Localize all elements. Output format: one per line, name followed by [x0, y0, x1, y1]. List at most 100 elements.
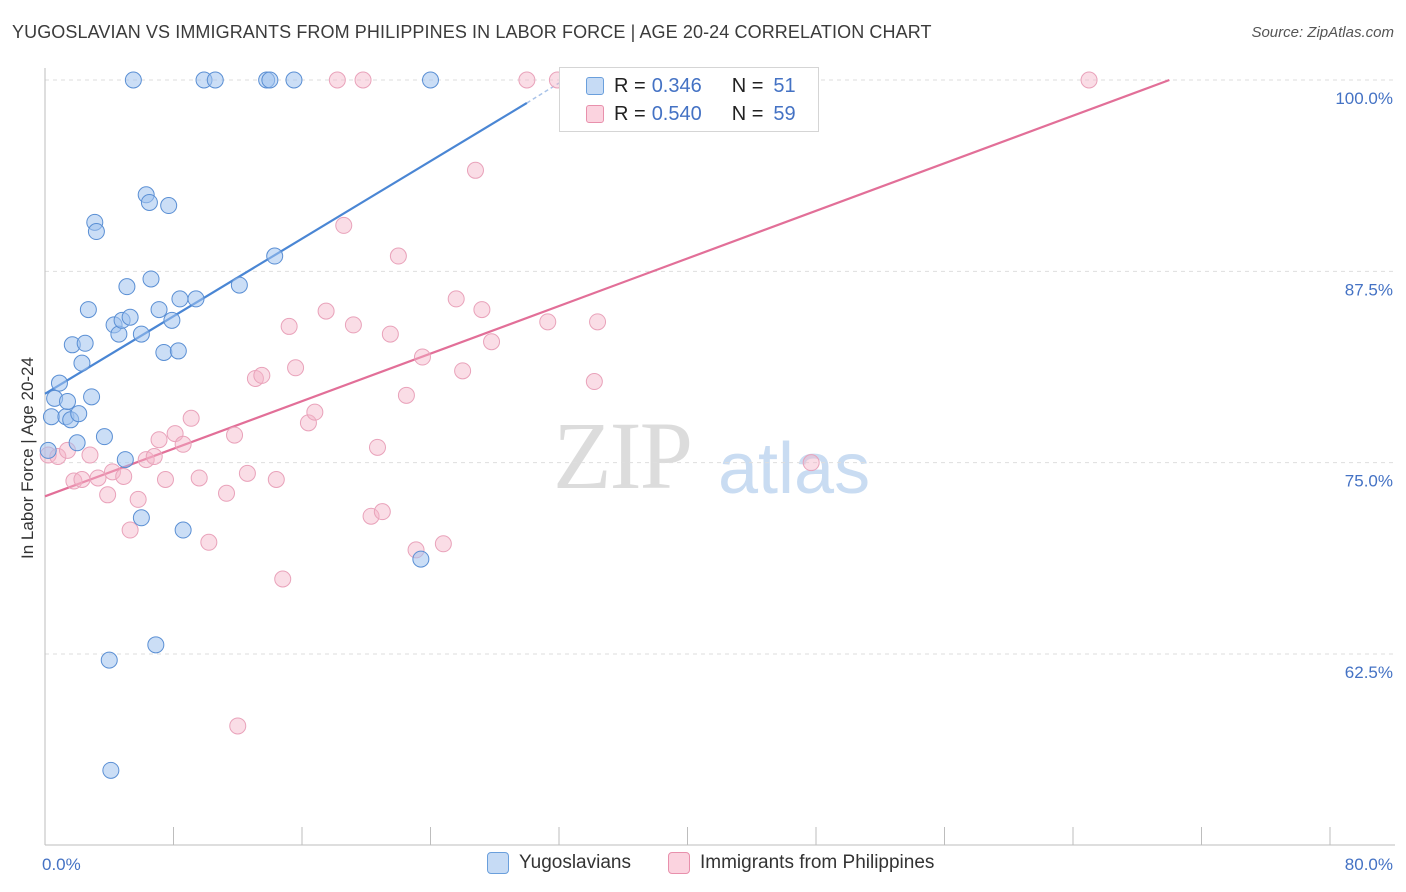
y-tick-label: 75.0%: [1345, 472, 1393, 491]
x-tick-label: 80.0%: [1345, 855, 1393, 874]
x-tick-label: 0.0%: [42, 855, 81, 874]
point-philippines: [253, 366, 271, 384]
tick-labels: 62.5% 75.0% 87.5% 100.0% 0.0% 80.0%: [42, 89, 1393, 874]
point-philippines: [182, 409, 200, 427]
point-philippines: [483, 333, 501, 351]
point-philippines: [73, 471, 91, 489]
legend-r-label: R =: [614, 74, 646, 97]
legend-row-yugoslavians: R = 0.346 N = 51: [586, 74, 796, 98]
watermark-zip: ZIP: [553, 402, 693, 509]
point-philippines: [81, 446, 99, 464]
point-philippines: [454, 362, 472, 380]
point-yugoslavians: [140, 193, 158, 211]
point-yugoslavians: [132, 509, 150, 527]
point-yugoslavians: [50, 374, 68, 392]
point-philippines: [190, 469, 208, 487]
point-philippines: [200, 533, 218, 551]
point-yugoslavians: [102, 761, 120, 779]
point-philippines: [115, 467, 133, 485]
legend-n-value: 59: [773, 102, 796, 125]
point-philippines: [344, 316, 362, 334]
point-philippines: [229, 717, 247, 735]
legend-n-label: N =: [731, 102, 764, 125]
point-philippines: [287, 359, 305, 377]
legend-swatch-yugoslavians: [586, 77, 604, 95]
point-yugoslavians: [171, 290, 189, 308]
chart-title: YUGOSLAVIAN VS IMMIGRANTS FROM PHILIPPIN…: [12, 22, 932, 42]
point-philippines: [267, 471, 285, 489]
point-philippines: [238, 464, 256, 482]
point-philippines: [274, 570, 292, 588]
data-points: [39, 71, 1098, 779]
point-philippines: [362, 507, 380, 525]
trend-lines: [44, 78, 1170, 498]
point-yugoslavians: [169, 342, 187, 360]
point-yugoslavians: [83, 388, 101, 406]
point-yugoslavians: [73, 354, 91, 372]
point-philippines: [389, 247, 407, 265]
point-yugoslavians: [118, 278, 136, 296]
point-yugoslavians: [39, 441, 57, 459]
point-yugoslavians: [116, 451, 134, 469]
point-philippines: [466, 161, 484, 179]
legend-r-label: R =: [614, 102, 646, 125]
point-philippines: [299, 414, 317, 432]
point-philippines: [280, 317, 298, 335]
point-yugoslavians: [110, 325, 128, 343]
point-yugoslavians: [412, 550, 430, 568]
trend-line-philippines: [44, 78, 1170, 498]
legend-n-value: 51: [773, 74, 796, 97]
point-philippines: [226, 426, 244, 444]
point-yugoslavians: [261, 71, 279, 89]
legend-r-value: 0.540: [651, 102, 702, 125]
point-yugoslavians: [285, 71, 303, 89]
point-philippines: [802, 454, 820, 472]
point-yugoslavians: [132, 325, 150, 343]
point-philippines: [218, 484, 236, 502]
point-yugoslavians: [163, 311, 181, 329]
watermark-atlas: atlas: [718, 429, 871, 509]
y-tick-label: 62.5%: [1345, 663, 1393, 682]
legend-row-philippines: R = 0.540 N = 59: [586, 102, 796, 126]
point-yugoslavians: [42, 408, 60, 426]
point-philippines: [1080, 71, 1098, 89]
point-philippines: [589, 313, 607, 331]
point-yugoslavians: [95, 428, 113, 446]
point-philippines: [156, 471, 174, 489]
point-yugoslavians: [121, 308, 139, 326]
point-philippines: [174, 435, 192, 453]
point-philippines: [150, 431, 168, 449]
legend-swatch-philippines: [586, 105, 604, 123]
point-yugoslavians: [160, 197, 178, 215]
point-philippines: [585, 373, 603, 391]
gridlines: [45, 79, 1395, 655]
point-philippines: [103, 463, 121, 481]
point-yugoslavians: [155, 343, 173, 361]
bottom-legend-yugoslavians: Yugoslavians: [487, 852, 631, 874]
legend-n-label: N =: [731, 74, 764, 97]
point-yugoslavians: [79, 301, 97, 319]
point-philippines: [434, 535, 452, 553]
point-yugoslavians: [76, 334, 94, 352]
point-yugoslavians: [187, 290, 205, 308]
point-yugoslavians: [230, 276, 248, 294]
point-philippines: [129, 490, 147, 508]
point-philippines: [397, 386, 415, 404]
point-philippines: [447, 290, 465, 308]
point-philippines: [328, 71, 346, 89]
bottom-legend-swatch-philippines: [668, 852, 690, 874]
point-philippines: [373, 503, 391, 521]
point-philippines: [381, 325, 399, 343]
point-yugoslavians: [147, 636, 165, 654]
source-label: Source: ZipAtlas.com: [1251, 24, 1394, 41]
point-yugoslavians: [206, 71, 224, 89]
point-philippines: [317, 302, 335, 320]
point-philippines: [89, 469, 107, 487]
bottom-legend-label-philippines: Immigrants from Philippines: [700, 852, 935, 873]
y-tick-label: 87.5%: [1345, 280, 1393, 299]
legend-r-value: 0.346: [651, 74, 702, 97]
point-yugoslavians: [142, 270, 160, 288]
point-yugoslavians: [68, 434, 86, 452]
stats-legend: R = 0.346 N = 51 R = 0.540 N = 59: [559, 67, 819, 132]
